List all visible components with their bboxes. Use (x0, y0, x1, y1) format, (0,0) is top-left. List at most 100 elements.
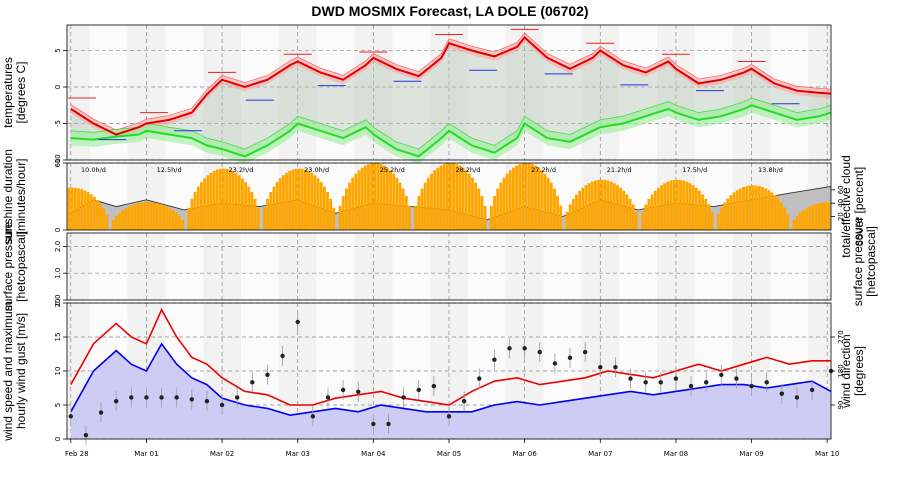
panel-pressure: 0.0 1.0 2.0 surface pressure [hetcopascal] (1, 221, 832, 311)
panel-sunshine: 0 60 sunshine duration [minutes/hour] 10.0h/… (1, 149, 866, 258)
wind-direction-point (461, 399, 467, 404)
wind-direction-point (794, 395, 800, 400)
sunshine-bar (751, 185, 755, 230)
sunshine-bar (322, 186, 326, 230)
sunshine-bar (449, 163, 452, 230)
pressure-day-band (165, 233, 204, 300)
wind-direction-point (507, 346, 512, 351)
sunshine-bar (726, 198, 730, 230)
pressure-ylabel: surface pressure (1, 221, 15, 311)
sunshine-bar (735, 190, 739, 230)
sunshine-bar (773, 195, 777, 230)
wind-direction-point (250, 380, 255, 385)
wind-direction-point (809, 387, 815, 393)
sunshine-bar (499, 182, 503, 230)
sunshine-bar (398, 182, 402, 230)
daily-sunshine-total: 23.2h/d (229, 166, 254, 174)
sunshine-bar (672, 179, 676, 230)
sunshine-bar (404, 195, 408, 230)
sunshine-bar (827, 202, 831, 230)
temperature-max-upper (70, 32, 832, 131)
sunshine-bar (622, 190, 626, 230)
x-tick-label: Mar 01 (134, 450, 158, 458)
sunshine-bar (808, 206, 812, 230)
sunshine-bar (798, 212, 802, 230)
wind-direction-point (431, 383, 437, 389)
sunshine-bar (467, 173, 471, 230)
sunshine-bar (761, 187, 764, 230)
sunshine-bar (748, 185, 752, 230)
sunshine-bar (537, 167, 541, 230)
sunshine-bar (67, 187, 71, 230)
sunshine-bar (524, 163, 528, 230)
sunshine-bar (288, 170, 292, 230)
wind-ylabel: hourly wind gust [m/s] (14, 313, 28, 429)
sunshine-bar (474, 182, 478, 230)
sunshine-bar (95, 199, 99, 230)
sunshine-bar (660, 185, 664, 230)
wind-direction-point (265, 372, 270, 377)
sunshine-bar (628, 198, 632, 230)
sunshine-bar (795, 215, 799, 230)
sunshine-bar (310, 172, 314, 230)
sunshine-bar (111, 219, 115, 230)
wind-direction-point (416, 387, 421, 393)
wind-direction-point (492, 357, 497, 362)
sunshine-bar (263, 207, 266, 230)
sunshine-bar (508, 170, 512, 230)
sunshine-bar (420, 188, 424, 230)
sunshine-bar (174, 212, 178, 230)
sunshine-bar (634, 211, 638, 230)
x-tick-label: Mar 07 (588, 450, 612, 458)
sunshine-bar (127, 206, 131, 230)
sunshine-bar (549, 182, 553, 230)
sunshine-bar (329, 198, 333, 230)
sunshine-bar (379, 164, 383, 230)
sunshine-bar (464, 170, 468, 230)
wind-direction-point (371, 421, 376, 427)
sunshine-bar (256, 207, 260, 230)
wind-ytick-label: 10 (54, 367, 62, 376)
sunshine-bar (149, 202, 153, 230)
pressure-day-band (89, 233, 128, 300)
pressure-ytick-label: 1.0 (54, 268, 62, 279)
sunshine-bar (694, 187, 698, 230)
sunshine-bar (742, 187, 745, 230)
sunshine-bar (118, 212, 121, 230)
direction-ytick-label: 270 (837, 330, 845, 343)
sunshine-bar (512, 167, 515, 230)
sunshine-bar (688, 183, 692, 230)
sunshine-bar (222, 168, 225, 230)
cloud-ytick-label: 40 (837, 199, 845, 208)
temperatures-ylabel: temperatures (1, 57, 15, 128)
sunshine-bar (240, 178, 244, 230)
pressure-day-band (392, 233, 431, 300)
direction-ytick-label: 180 (837, 364, 845, 377)
sunshine-ylabel: sunshine duration (1, 149, 15, 244)
temperatures-ylabel: [degrees C] (14, 61, 28, 123)
pressure-day-band (316, 233, 355, 300)
daily-sunshine-total: 13.8h/d (758, 166, 783, 174)
sunshine-bar (140, 202, 143, 230)
sunshine-bar (593, 180, 597, 230)
sunshine-bar (80, 189, 84, 230)
sunshine-bar (553, 188, 556, 230)
sunshine-bar (697, 190, 701, 230)
sunshine-bar (237, 175, 241, 230)
sunshine-bar (521, 163, 525, 230)
sunshine-bar (348, 182, 351, 230)
sunshine-bar (187, 207, 191, 230)
sunshine-bar (612, 183, 616, 230)
sunshine-bar (70, 187, 74, 230)
sunshine-bar (376, 163, 380, 230)
sunshine-bar (445, 163, 449, 230)
sunshine-bar (152, 202, 156, 230)
wind-direction-point (234, 395, 240, 400)
daily-sunshine-total: 21.2h/d (607, 166, 632, 174)
sunshine-bar (275, 182, 279, 230)
wind-direction-point (582, 349, 588, 355)
sunshine-bar (779, 202, 783, 230)
sunshine-bar (540, 170, 544, 230)
sunshine-bar (669, 180, 673, 230)
